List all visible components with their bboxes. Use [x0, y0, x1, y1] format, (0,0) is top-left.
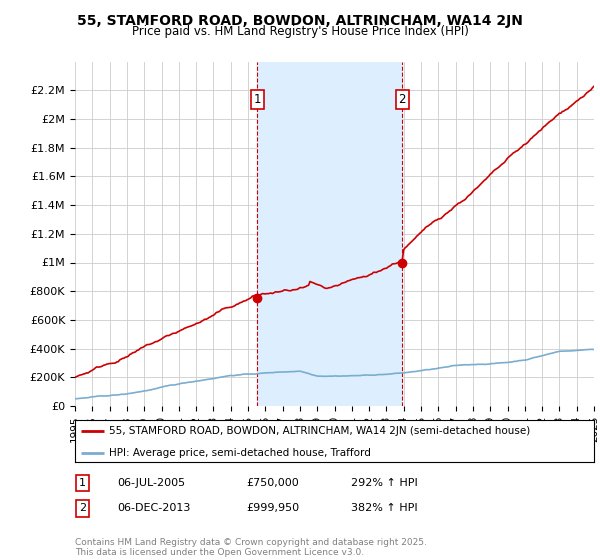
Text: 06-DEC-2013: 06-DEC-2013 [117, 503, 190, 514]
Text: Contains HM Land Registry data © Crown copyright and database right 2025.
This d: Contains HM Land Registry data © Crown c… [75, 538, 427, 557]
Text: 2: 2 [398, 93, 406, 106]
Text: 55, STAMFORD ROAD, BOWDON, ALTRINCHAM, WA14 2JN: 55, STAMFORD ROAD, BOWDON, ALTRINCHAM, W… [77, 14, 523, 28]
Text: £750,000: £750,000 [246, 478, 299, 488]
Bar [257, 62, 403, 406]
Text: 1: 1 [79, 478, 86, 488]
Text: 06-JUL-2005: 06-JUL-2005 [117, 478, 185, 488]
Text: 2: 2 [79, 503, 86, 514]
Text: £999,950: £999,950 [246, 503, 299, 514]
Text: 382% ↑ HPI: 382% ↑ HPI [351, 503, 418, 514]
Text: 292% ↑ HPI: 292% ↑ HPI [351, 478, 418, 488]
Text: 1: 1 [254, 93, 261, 106]
Text: Price paid vs. HM Land Registry's House Price Index (HPI): Price paid vs. HM Land Registry's House … [131, 25, 469, 38]
Text: HPI: Average price, semi-detached house, Trafford: HPI: Average price, semi-detached house,… [109, 448, 371, 458]
Text: 55, STAMFORD ROAD, BOWDON, ALTRINCHAM, WA14 2JN (semi-detached house): 55, STAMFORD ROAD, BOWDON, ALTRINCHAM, W… [109, 426, 530, 436]
